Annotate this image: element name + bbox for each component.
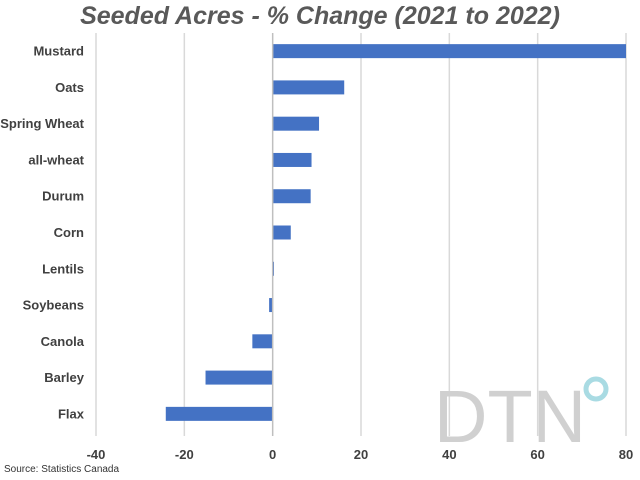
x-tick-label: 40: [442, 447, 456, 462]
bar-flax: [165, 406, 273, 421]
category-label: Barley: [44, 370, 85, 385]
x-tick-label: 20: [354, 447, 368, 462]
dtn-logo-text: DTN: [434, 375, 586, 448]
dtn-logo: DTN: [432, 372, 612, 458]
x-tick-label: 60: [530, 447, 544, 462]
bar-canola: [252, 334, 273, 349]
category-label: Oats: [55, 80, 84, 95]
category-label: Durum: [42, 189, 84, 204]
bar-spring-wheat: [272, 116, 320, 131]
bar-corn: [272, 225, 291, 240]
category-label: Flax: [58, 406, 85, 421]
x-tick-labels: -40 -20 0 20 40 60 80: [87, 447, 634, 462]
x-tick-label: 80: [619, 447, 633, 462]
category-labels: Mustard Oats Spring Wheat all-wheat Durum Cor…: [0, 44, 85, 422]
category-label: Soybeans: [23, 298, 84, 313]
chart-title: Seeded Acres - % Change (2021 to 2022): [80, 2, 560, 30]
category-label: Spring Wheat: [0, 116, 84, 131]
gridlines: [95, 33, 627, 436]
bars: [165, 44, 626, 421]
bar-oats: [272, 80, 345, 95]
bar-barley: [205, 370, 273, 385]
category-label: all-wheat: [28, 152, 84, 167]
bar-mustard: [272, 44, 626, 59]
bar-durum: [272, 189, 311, 204]
category-label: Mustard: [33, 44, 84, 59]
dtn-logo-accent-icon: [583, 376, 609, 402]
category-label: Canola: [41, 334, 85, 349]
category-label: Corn: [54, 225, 84, 240]
x-tick-label: 0: [269, 447, 276, 462]
bar-all-wheat: [272, 152, 312, 167]
x-tick-label: -40: [87, 447, 106, 462]
x-tick-label: -20: [175, 447, 194, 462]
source-note: Source: Statistics Canada: [4, 464, 120, 475]
category-label: Lentils: [42, 261, 84, 276]
bar-soybeans: [269, 298, 273, 313]
